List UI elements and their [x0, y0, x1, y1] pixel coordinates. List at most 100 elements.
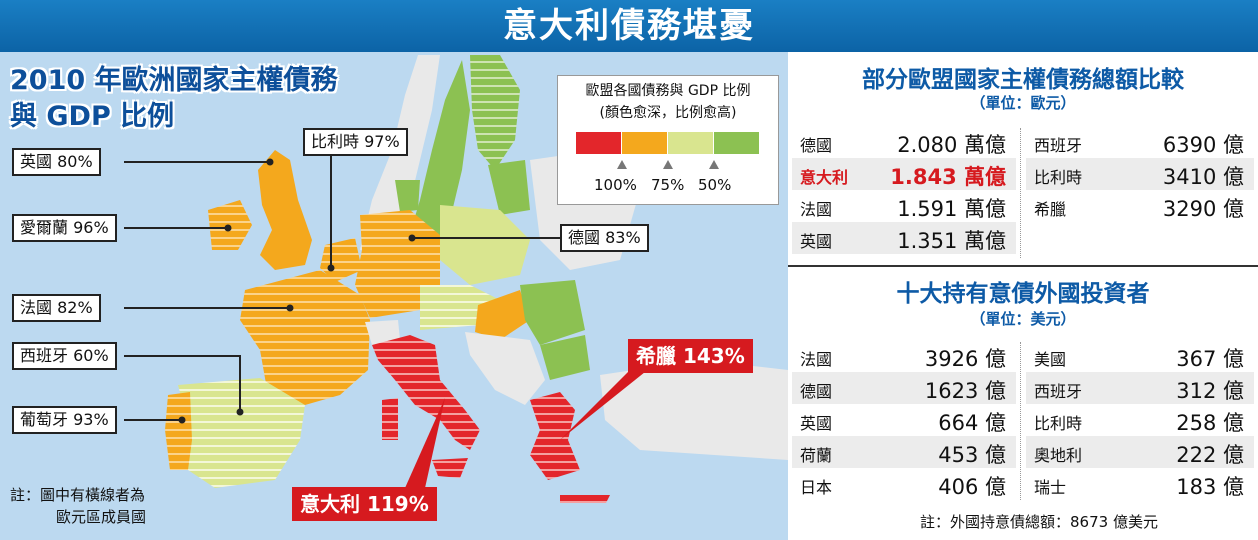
column-divider — [1020, 342, 1021, 500]
debt-value: 1.843 萬億 — [890, 165, 1006, 189]
legend-tick-marker — [617, 160, 627, 169]
country-name: 德國 — [800, 382, 833, 401]
debt-row: 比利時 3410 億 — [1026, 158, 1254, 190]
investor-row: 瑞士 183 億 — [1026, 468, 1254, 500]
holding-value: 222 億 — [1176, 443, 1244, 467]
map-title-line1: 2010 年歐洲國家主權債務 — [10, 65, 338, 96]
country-name: 英國 — [800, 232, 833, 251]
label-belgium: 比利時 97% — [303, 128, 408, 156]
country-name: 日本 — [800, 478, 833, 497]
europe-map-panel: 2010 年歐洲國家主權債務 與 GDP 比例 英國 80% 愛爾蘭 96% 比… — [0, 52, 788, 540]
greece-callout-wedge — [560, 360, 660, 440]
uk-shape — [258, 150, 312, 270]
legend-tick-50: 50% — [698, 176, 732, 194]
country-name: 希臘 — [1034, 200, 1067, 219]
investor-row: 美國 367 億 — [1026, 340, 1254, 372]
column-divider — [1020, 128, 1021, 258]
investors-note: 註：外國持意債總額：8673 億美元 — [920, 513, 1158, 531]
debt-value: 6390 億 — [1162, 133, 1244, 157]
denmark-shape — [395, 180, 420, 212]
legend-swatch-orange — [622, 132, 667, 154]
debt-value: 1.591 萬億 — [897, 197, 1006, 221]
debt-row: 法國 1.591 萬億 — [792, 190, 1016, 222]
map-note-line1: 註：圖中有橫線者為 — [10, 486, 146, 504]
crete-shape — [560, 495, 610, 503]
investor-row: 德國 1623 億 — [792, 372, 1016, 404]
country-name: 西班牙 — [1034, 382, 1083, 401]
country-name: 比利時 — [1034, 168, 1083, 187]
country-name: 英國 — [800, 414, 833, 433]
switzerland-shape — [365, 320, 400, 345]
holding-value: 406 億 — [938, 475, 1006, 499]
holding-value: 258 億 — [1176, 411, 1244, 435]
country-name: 荷蘭 — [800, 446, 833, 465]
turkey-shape — [600, 360, 788, 460]
debt-value: 2.080 萬億 — [897, 133, 1006, 157]
ireland-shape — [208, 200, 252, 250]
sicily-shape — [432, 458, 468, 478]
debt-value: 1.351 萬億 — [897, 229, 1006, 253]
investor-row: 比利時 258 億 — [1026, 404, 1254, 436]
holding-value: 3926 億 — [924, 347, 1006, 371]
section-divider — [788, 265, 1258, 267]
holding-value: 367 億 — [1176, 347, 1244, 371]
france-shape — [240, 270, 370, 405]
legend-tick-100: 100% — [594, 176, 637, 194]
label-italy: 意大利 119% — [292, 487, 437, 521]
country-name: 法國 — [800, 350, 833, 369]
legend-swatch-red — [576, 132, 621, 154]
country-name: 奧地利 — [1034, 446, 1083, 465]
debt-tables-panel: 部分歐盟國家主權債務總額比較 （單位：歐元） 德國 2.080 萬億 意大利 1… — [788, 52, 1258, 540]
investor-row: 日本 406 億 — [792, 468, 1016, 500]
legend-tick-marker — [663, 160, 673, 169]
label-uk: 英國 80% — [12, 148, 101, 176]
debt-section-title: 部分歐盟國家主權債務總額比較 — [862, 67, 1184, 93]
investor-row: 英國 664 億 — [792, 404, 1016, 436]
finland-shape — [470, 55, 520, 170]
country-name: 西班牙 — [1034, 136, 1083, 155]
sardinia-shape — [382, 398, 398, 440]
bulgaria-shape — [540, 335, 590, 380]
legend-tick-75: 75% — [651, 176, 685, 194]
label-greece: 希臘 143% — [628, 339, 753, 373]
label-germany: 德國 83% — [560, 224, 649, 252]
country-name: 意大利 — [800, 168, 849, 187]
romania-shape — [520, 280, 585, 345]
country-name: 法國 — [800, 200, 833, 219]
debt-row-highlight: 意大利 1.843 萬億 — [792, 158, 1016, 190]
sweden-shape — [405, 60, 470, 260]
leader-spain — [124, 355, 241, 412]
spain-shape — [178, 378, 305, 488]
hungary-shape — [475, 290, 530, 340]
legend-swatch-green — [714, 132, 759, 154]
holding-value: 453 億 — [938, 443, 1006, 467]
italy-callout-wedge — [405, 398, 445, 488]
country-name: 瑞士 — [1034, 478, 1067, 497]
holding-value: 183 億 — [1176, 475, 1244, 499]
investor-row: 奧地利 222 億 — [1026, 436, 1254, 468]
debt-row: 希臘 3290 億 — [1026, 190, 1254, 222]
portugal-shape — [165, 392, 192, 470]
legend-tick-marker — [709, 160, 719, 169]
page-title: 意大利債務堪憂 — [503, 6, 755, 46]
country-name: 美國 — [1034, 350, 1067, 369]
investor-row: 法國 3926 億 — [792, 340, 1016, 372]
legend-title: 歐盟各國債務與 GDP 比例 — [585, 83, 751, 99]
greece-shape — [530, 392, 580, 480]
color-legend: 歐盟各國債務與 GDP 比例 (顏色愈深，比例愈高) 100% 75% 50% — [557, 75, 779, 205]
legend-subtitle: (顏色愈深，比例愈高) — [599, 105, 737, 121]
investors-section-title: 十大持有意債外國投資者 — [896, 281, 1150, 307]
header-banner: 意大利債務堪憂 — [0, 0, 1258, 52]
label-ireland: 愛爾蘭 96% — [12, 214, 117, 242]
legend-swatch-light-green — [668, 132, 713, 154]
debt-unit: （單位：歐元） — [970, 94, 1076, 112]
debt-row: 西班牙 6390 億 — [1026, 126, 1254, 158]
country-name: 比利時 — [1034, 414, 1083, 433]
baltic-states-shape — [488, 160, 530, 215]
investors-unit: （單位：美元） — [970, 310, 1076, 328]
debt-row: 英國 1.351 萬億 — [792, 222, 1016, 254]
italy-shape — [372, 335, 480, 450]
debt-value: 3290 億 — [1162, 197, 1244, 221]
label-france: 法國 82% — [12, 294, 101, 322]
debt-value: 3410 億 — [1162, 165, 1244, 189]
